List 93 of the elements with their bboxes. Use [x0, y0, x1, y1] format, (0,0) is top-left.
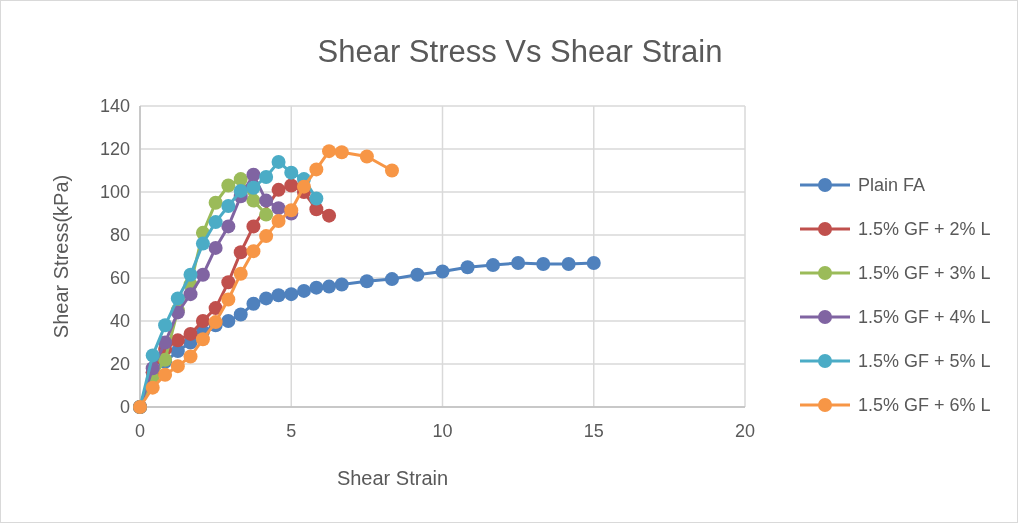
point — [384, 272, 399, 287]
y-tick-label: 0 — [119, 397, 130, 418]
y-tick-label: 140 — [99, 96, 130, 117]
point — [208, 195, 223, 210]
point — [208, 215, 223, 230]
point — [246, 219, 261, 234]
point — [259, 169, 274, 184]
x-tick-label: 20 — [734, 421, 756, 441]
point — [271, 288, 286, 303]
point — [246, 244, 261, 259]
point — [246, 193, 261, 208]
point — [536, 257, 551, 272]
point — [145, 348, 160, 363]
chart-title: Shear Stress Vs Shear Strain — [317, 34, 723, 69]
y-tick-label: 20 — [109, 354, 130, 375]
point — [309, 162, 324, 177]
point — [221, 275, 236, 290]
point — [334, 277, 349, 292]
point — [322, 279, 337, 294]
legend-label: 1.5% GF + 4% L — [858, 307, 991, 328]
point — [309, 280, 324, 295]
point — [271, 214, 286, 229]
x-tick-label: 15 — [583, 421, 604, 441]
point — [271, 201, 286, 216]
legend-label: 1.5% GF + 3% L — [858, 263, 991, 284]
legend-label: 1.5% GF + 6% L — [858, 395, 991, 416]
point — [259, 291, 274, 306]
y-tick-label: 60 — [109, 268, 130, 289]
point — [208, 240, 223, 255]
point — [410, 267, 425, 282]
point — [284, 165, 299, 180]
point — [183, 326, 198, 341]
point — [246, 180, 261, 195]
point — [208, 301, 223, 316]
point — [145, 380, 160, 395]
point — [233, 245, 248, 260]
point — [170, 359, 185, 374]
point — [233, 266, 248, 281]
y-tick-label: 80 — [109, 225, 130, 246]
point — [359, 149, 374, 164]
point — [183, 267, 198, 282]
point — [221, 292, 236, 307]
point — [233, 307, 248, 322]
point — [195, 314, 210, 328]
legend-label: 1.5% GF + 5% L — [858, 351, 991, 372]
point — [158, 318, 173, 333]
x-axis-title: Shear Strain — [336, 467, 449, 489]
x-tick-label: 0 — [134, 421, 146, 441]
point — [195, 332, 210, 347]
point — [334, 145, 349, 160]
point — [384, 163, 399, 178]
point — [195, 236, 210, 251]
point — [322, 208, 337, 223]
legend-label: Plain FA — [858, 175, 926, 196]
point — [221, 314, 236, 328]
point — [221, 219, 236, 234]
point — [284, 287, 299, 302]
point — [158, 367, 173, 382]
y-tick-label: 100 — [99, 182, 130, 203]
point — [221, 178, 236, 193]
point — [221, 198, 236, 213]
point — [233, 183, 248, 198]
point — [460, 260, 475, 275]
y-tick-label: 40 — [109, 311, 130, 332]
point — [486, 258, 501, 273]
point — [246, 167, 261, 182]
point — [195, 267, 210, 282]
point — [259, 229, 274, 244]
point — [183, 287, 198, 302]
x-tick-label: 10 — [432, 421, 453, 441]
point — [233, 172, 248, 187]
point — [246, 296, 261, 311]
point — [309, 191, 324, 206]
x-tick-label: 5 — [286, 421, 297, 441]
point — [511, 255, 526, 270]
point — [259, 207, 274, 222]
point — [561, 257, 576, 272]
point — [359, 274, 374, 289]
point — [183, 349, 198, 364]
point — [435, 264, 450, 279]
point — [170, 291, 185, 306]
legend-label: 1.5% GF + 2% L — [858, 219, 991, 240]
y-tick-label: 120 — [99, 139, 130, 160]
point — [271, 154, 286, 169]
point — [259, 193, 274, 208]
point — [586, 255, 601, 270]
point — [296, 283, 311, 298]
point — [271, 182, 286, 197]
point — [296, 179, 311, 194]
point — [322, 144, 337, 159]
point — [284, 178, 299, 193]
y-axis-title: Shear Stress(kPa) — [50, 174, 72, 339]
point — [170, 333, 185, 348]
